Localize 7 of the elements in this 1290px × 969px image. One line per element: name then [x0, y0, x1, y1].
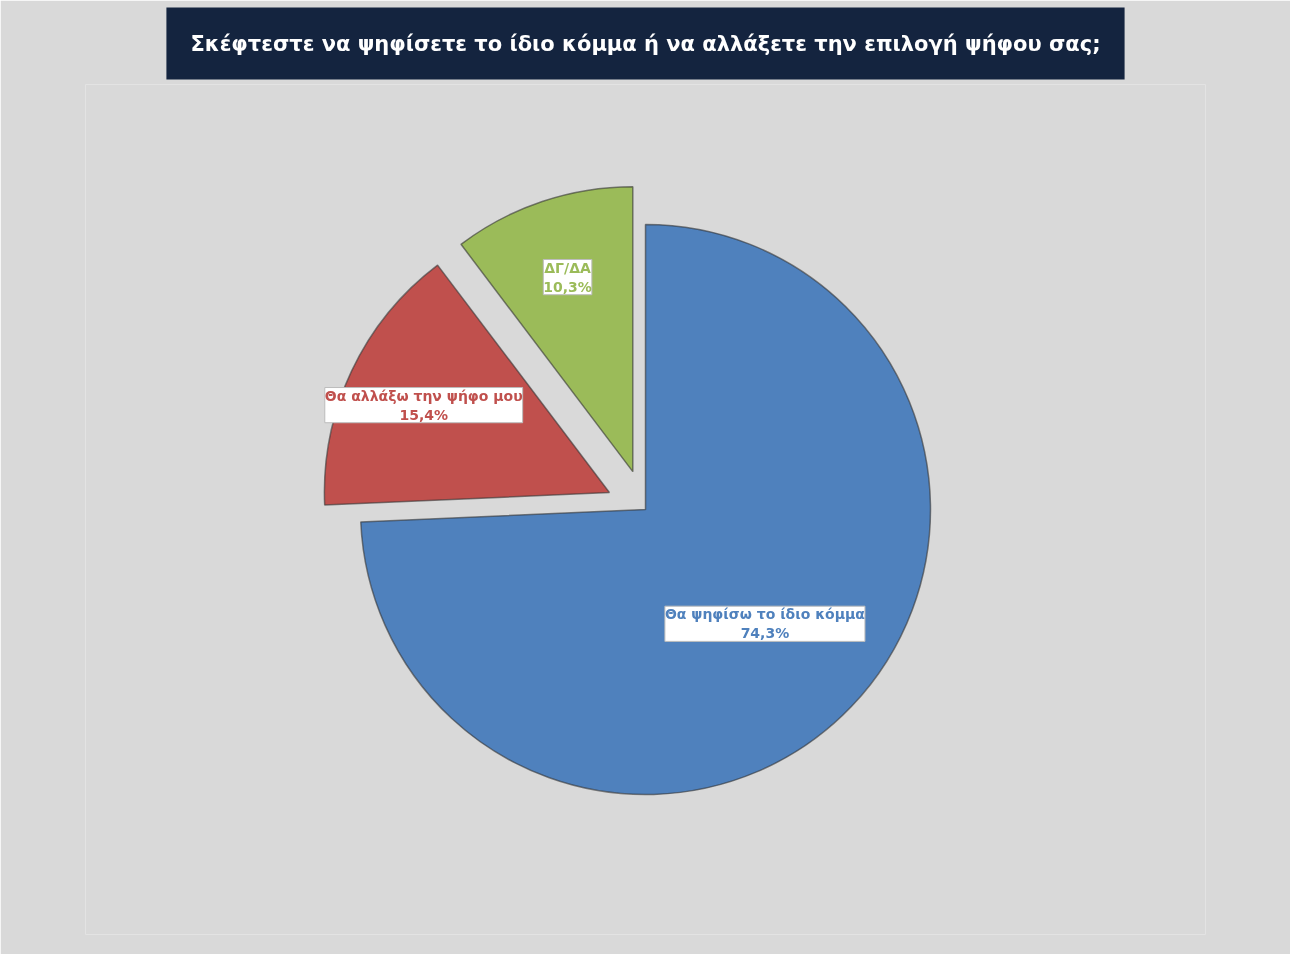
slice-label: Θα αλλάξω την ψήφο μου	[324, 387, 523, 404]
data-label: 15,4%	[399, 406, 449, 423]
slice-label: Θα ψηφίσω το ίδιο κόμμα	[664, 606, 866, 623]
data-label: 10,3%	[543, 278, 592, 295]
chart-title: Σκέφτεστε να ψηφίσετε το ίδιο κόμμα ή να αλλάξετε την επιλογή ψήφου σας;	[190, 31, 1101, 56]
data-label: 74,3%	[740, 625, 790, 642]
slice-label: ΔΓ/ΔΑ	[544, 259, 591, 276]
